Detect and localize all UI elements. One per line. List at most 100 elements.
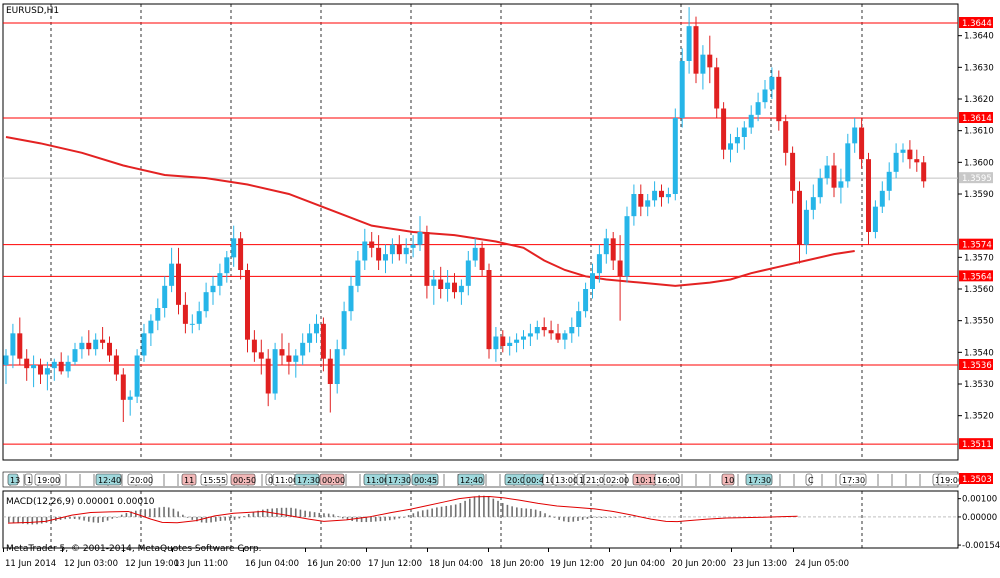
candle-body xyxy=(714,67,720,109)
candle xyxy=(569,317,575,343)
candle xyxy=(51,358,57,381)
macd-bar xyxy=(567,516,570,523)
macd-bar xyxy=(299,509,302,517)
level-price-tag: 1.3614 xyxy=(959,112,993,124)
candle xyxy=(831,152,837,198)
macd-bar xyxy=(294,508,297,517)
candle-body xyxy=(265,358,271,394)
candle-body xyxy=(783,121,789,153)
macd-bar xyxy=(454,504,457,517)
macd-bar xyxy=(605,516,608,518)
candle xyxy=(838,168,844,204)
session-tag-box xyxy=(294,473,320,486)
candle-body xyxy=(879,190,885,207)
session-tag-box xyxy=(385,473,411,486)
candle xyxy=(886,162,892,201)
macd-bar xyxy=(591,516,593,519)
candle xyxy=(866,152,871,245)
candle xyxy=(852,118,858,153)
macd-signal-line xyxy=(7,495,798,524)
candle xyxy=(238,232,244,280)
candle xyxy=(845,133,851,188)
session-tag: 10:15 xyxy=(632,473,658,486)
candle xyxy=(548,320,554,340)
macd-bar xyxy=(280,507,283,517)
candle-body xyxy=(866,159,871,232)
candle xyxy=(362,228,368,270)
candle-body xyxy=(300,342,306,356)
session-tag-box xyxy=(552,473,576,486)
macd-bar xyxy=(610,516,612,518)
session-tag-label: 11:00 xyxy=(366,476,389,485)
candle xyxy=(679,48,685,128)
price-tick-label: 1.3540 xyxy=(964,348,994,358)
macd-bar xyxy=(64,516,67,520)
macd-bar xyxy=(511,506,513,517)
session-tag-label: 20:00 xyxy=(130,476,153,485)
candle xyxy=(652,181,658,207)
session-tag-box xyxy=(230,473,256,486)
candle-body xyxy=(652,190,658,201)
candle-body xyxy=(355,260,361,286)
candle-body xyxy=(148,320,154,334)
candle xyxy=(100,327,106,350)
session-tag-label: 15:55 xyxy=(203,476,226,485)
candle xyxy=(79,336,85,359)
macd-bar xyxy=(163,506,165,517)
candle xyxy=(320,317,326,372)
candle xyxy=(493,327,499,362)
macd-bar xyxy=(577,516,579,521)
macd-bar xyxy=(83,516,85,521)
candle-body xyxy=(645,200,651,207)
candle-body xyxy=(672,118,678,194)
candle xyxy=(44,361,50,391)
candle xyxy=(817,168,823,204)
macd-bar xyxy=(78,516,81,520)
session-tag-box xyxy=(745,473,773,486)
candle-body xyxy=(231,238,237,258)
macd-bar xyxy=(628,516,631,517)
candle-body xyxy=(86,342,92,350)
current-price-tag-bg xyxy=(959,172,993,184)
session-tag-label: 0 xyxy=(268,476,273,485)
candle-body xyxy=(907,149,913,160)
session-tag: 00:50 xyxy=(230,473,256,486)
candle xyxy=(590,263,595,299)
macd-bar xyxy=(473,496,476,517)
candle-body xyxy=(583,289,589,312)
macd-bar xyxy=(516,507,518,517)
level-price-tag-label: 1.3574 xyxy=(962,241,992,251)
price-tick-label: 1.3530 xyxy=(964,380,994,390)
macd-bar xyxy=(59,516,62,520)
candle-body xyxy=(127,396,133,400)
candle xyxy=(824,156,830,185)
candle xyxy=(921,156,927,188)
macd-bar xyxy=(421,510,424,517)
time-tick-label: 23 Jun 13:00 xyxy=(733,559,787,569)
macd-bar xyxy=(389,516,391,521)
session-tag-box xyxy=(805,473,813,486)
candle xyxy=(189,314,195,334)
macd-bar xyxy=(130,511,132,517)
session-tag-label: 10:15 xyxy=(635,476,658,485)
price-tick-label: 1.3630 xyxy=(964,63,994,73)
level-price-tag: 1.3511 xyxy=(959,438,993,450)
candle-body xyxy=(410,244,416,248)
candle xyxy=(65,355,71,378)
session-tag: 11:00 xyxy=(272,473,298,486)
level-price-tag-label: 1.3536 xyxy=(962,361,992,371)
time-tick-label: 13 Jun 11:00 xyxy=(174,559,228,569)
candle xyxy=(334,339,340,394)
candle-body xyxy=(307,333,313,343)
candle-body xyxy=(458,285,464,293)
candle xyxy=(452,273,457,299)
candle-body xyxy=(348,285,354,312)
macd-bar xyxy=(120,514,123,517)
session-tag-label: 12:40 xyxy=(98,476,121,485)
ma-line xyxy=(5,136,855,287)
macd-bar xyxy=(172,508,175,517)
candle xyxy=(686,7,692,74)
candle xyxy=(120,368,126,422)
candle xyxy=(555,323,561,343)
